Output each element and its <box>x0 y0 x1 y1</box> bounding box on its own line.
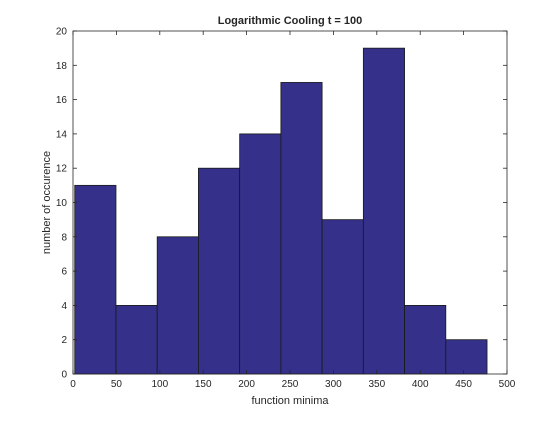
x-tick-label: 350 <box>368 379 385 390</box>
axes-layer: 0 50 100 150 200 250 300 350 400 450 500 0 2 4 6 8 10 12 1… <box>56 27 516 391</box>
y-tick-label: 2 <box>61 335 67 346</box>
y-tick-label: 20 <box>56 27 68 38</box>
chart-title: Logarithmic Cooling t = 100 <box>218 15 363 27</box>
histogram-bar <box>404 304 447 375</box>
histogram-bar <box>445 339 488 375</box>
x-tick-label: 50 <box>111 379 123 390</box>
y-tick-label: 4 <box>61 301 67 312</box>
x-tick-label: 250 <box>282 379 299 390</box>
histogram-bar <box>74 184 117 375</box>
y-tick-label: 8 <box>61 232 67 243</box>
histogram-bar <box>280 82 323 375</box>
bars-layer <box>74 47 488 375</box>
y-tick-label: 12 <box>56 164 68 175</box>
y-tick-label: 18 <box>56 61 68 72</box>
histogram-bar <box>115 304 158 375</box>
y-tick-label: 0 <box>61 370 67 381</box>
y-tick-label: 16 <box>56 95 68 106</box>
histogram-bar <box>239 133 282 375</box>
x-tick-label: 400 <box>412 379 429 390</box>
x-tick-label: 0 <box>70 379 76 390</box>
histogram-bar <box>198 167 241 375</box>
x-tick-label: 500 <box>499 379 516 390</box>
histogram-bar <box>321 219 364 375</box>
y-tick-label: 10 <box>56 198 68 209</box>
x-tick-label: 200 <box>238 379 255 390</box>
x-tick-label: 100 <box>151 379 168 390</box>
y-tick-label: 14 <box>56 129 68 140</box>
y-axis-title: number of occurence <box>41 151 53 254</box>
histogram-bar <box>362 47 405 375</box>
y-tick-label: 6 <box>61 267 67 278</box>
histogram-bar <box>156 236 199 375</box>
x-tick-label: 150 <box>195 379 212 390</box>
x-tick-label: 450 <box>455 379 472 390</box>
x-axis-title: function minima <box>251 395 329 407</box>
x-tick-label: 300 <box>325 379 342 390</box>
